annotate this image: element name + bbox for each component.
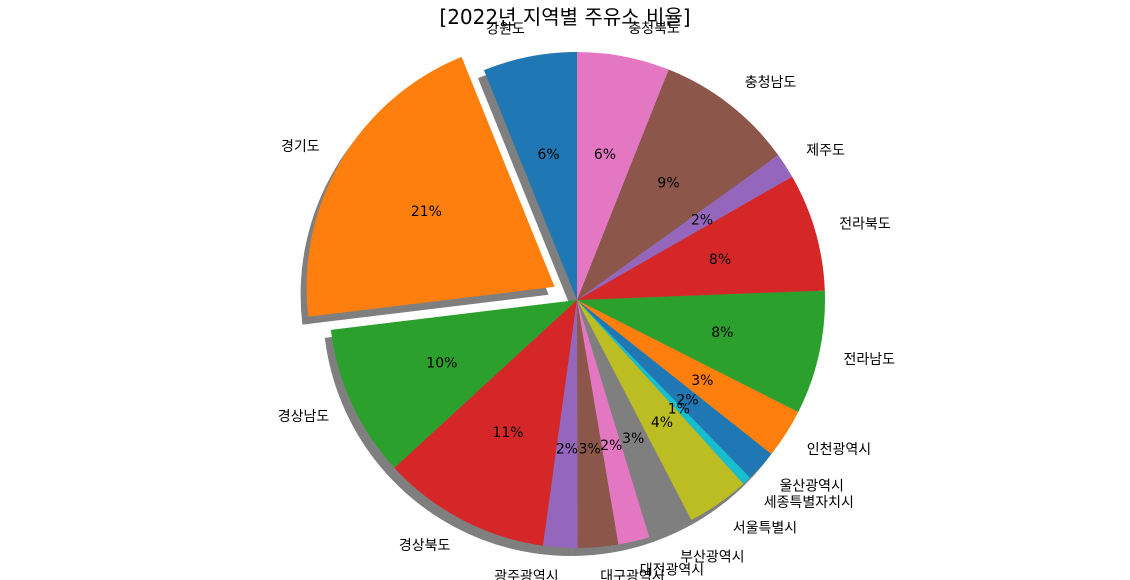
slice-label: 경상남도 bbox=[278, 409, 330, 425]
pie-slice bbox=[330, 300, 577, 468]
slice-label: 충청북도 bbox=[628, 21, 680, 37]
slice-percent-label: 6% bbox=[537, 147, 559, 163]
pie-slice bbox=[577, 290, 825, 413]
slice-percent-label: 4% bbox=[651, 415, 673, 431]
pie-slice bbox=[577, 52, 669, 300]
pie-slice bbox=[577, 300, 799, 455]
slice-percent-label: 2% bbox=[556, 441, 578, 457]
pie-slice bbox=[577, 300, 772, 478]
slice-percent-label: 8% bbox=[709, 252, 731, 268]
slice-percent-label: 2% bbox=[691, 212, 713, 228]
slice-label: 경기도 bbox=[281, 139, 320, 155]
slice-percent-label: 2% bbox=[600, 438, 622, 454]
slice-percent-label: 9% bbox=[657, 176, 679, 192]
pie-slice bbox=[306, 56, 555, 317]
chart-title: [2022년 지역별 주유소 비율] bbox=[439, 5, 690, 29]
pie-slice bbox=[543, 300, 578, 548]
slice-label: 울산광역시 bbox=[780, 478, 844, 494]
slice-label: 세종특별자치시 bbox=[764, 495, 854, 511]
pie-slice bbox=[577, 155, 793, 300]
slice-label: 부산광역시 bbox=[680, 549, 744, 565]
slice-percent-label: 3% bbox=[622, 431, 644, 447]
slice-label: 경상북도 bbox=[399, 538, 451, 554]
pie-slice bbox=[577, 300, 744, 521]
slice-percent-label: 11% bbox=[492, 425, 523, 441]
slice-label: 대구광역시 bbox=[600, 569, 664, 580]
pie-slice bbox=[394, 300, 577, 546]
slice-percent-label: 3% bbox=[579, 441, 601, 457]
slice-percent-label: 10% bbox=[426, 355, 457, 371]
slice-label: 제주도 bbox=[806, 143, 845, 159]
percent-label-layer: 6%21%10%11%2% 3% 2% 3%4%1%2%3%8%8%2%9%6% bbox=[411, 147, 734, 458]
slice-label: 충청남도 bbox=[745, 75, 797, 91]
slice-percent-label: 1% bbox=[668, 401, 690, 417]
slice-label: 서울특별시 bbox=[733, 520, 797, 536]
slice-percent-label: 2% bbox=[676, 393, 698, 409]
pie-slice bbox=[577, 300, 751, 484]
slice-layer bbox=[306, 52, 825, 548]
slice-label: 인천광역시 bbox=[807, 442, 871, 458]
pie-slice bbox=[483, 52, 577, 300]
slice-percent-label: 21% bbox=[411, 204, 442, 220]
slice-label: 강원도 bbox=[486, 21, 525, 37]
slice-label: 전라남도 bbox=[844, 352, 896, 368]
slice-percent-label: 6% bbox=[594, 147, 616, 163]
pie-slice bbox=[577, 300, 619, 548]
pie-slice bbox=[577, 69, 779, 300]
slice-percent-label: 3% bbox=[691, 373, 713, 389]
slice-label: 광주광역시 bbox=[494, 569, 558, 580]
slice-label: 전라북도 bbox=[839, 217, 891, 233]
slice-percent-label: 8% bbox=[711, 325, 733, 341]
pie-slice bbox=[577, 300, 650, 545]
pie-slice bbox=[577, 300, 692, 538]
pie-slice bbox=[577, 176, 825, 300]
slice-label: 대전광역시 bbox=[640, 562, 704, 578]
